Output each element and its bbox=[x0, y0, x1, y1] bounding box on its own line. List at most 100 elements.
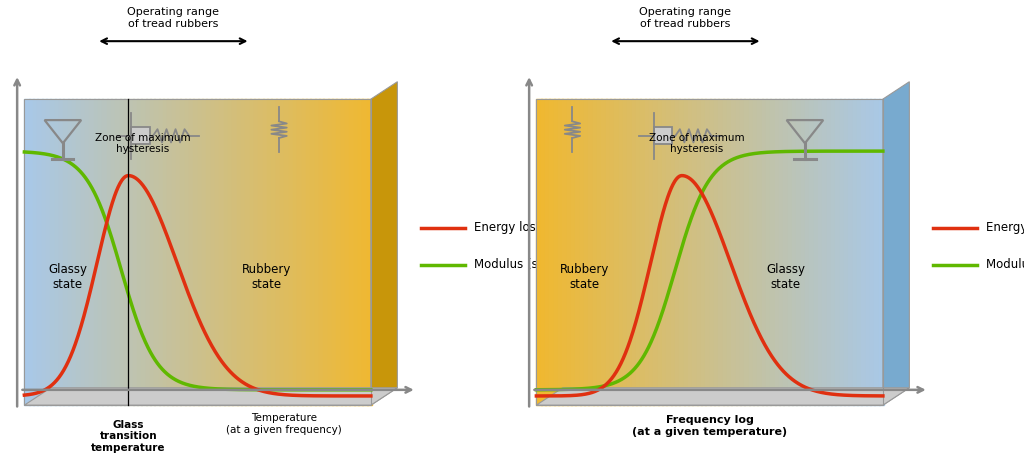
Bar bbox=[314, 99, 319, 405]
Bar bbox=[614, 99, 620, 405]
Bar bbox=[318, 99, 325, 405]
Bar bbox=[770, 99, 775, 405]
Bar bbox=[610, 99, 615, 405]
Text: Zone of maximum
hysteresis: Zone of maximum hysteresis bbox=[95, 133, 190, 154]
Bar bbox=[72, 99, 78, 405]
Bar bbox=[180, 99, 185, 405]
Bar bbox=[766, 99, 771, 405]
Bar bbox=[128, 99, 133, 405]
Text: Frequency log
(at a given temperature): Frequency log (at a given temperature) bbox=[632, 415, 787, 437]
Bar bbox=[37, 99, 43, 405]
Bar bbox=[131, 127, 150, 144]
Bar bbox=[549, 99, 555, 405]
Bar bbox=[749, 99, 754, 405]
Bar bbox=[93, 99, 99, 405]
Bar bbox=[106, 99, 112, 405]
Bar bbox=[566, 99, 572, 405]
Bar bbox=[684, 99, 689, 405]
Bar bbox=[805, 99, 810, 405]
Bar bbox=[358, 99, 364, 405]
Text: Operating range
of tread rubbers: Operating range of tread rubbers bbox=[127, 7, 219, 29]
Bar bbox=[85, 99, 90, 405]
Bar bbox=[688, 99, 693, 405]
Bar bbox=[879, 99, 884, 405]
Bar bbox=[653, 99, 658, 405]
Bar bbox=[723, 99, 728, 405]
Text: Operating range
of tread rubbers: Operating range of tread rubbers bbox=[639, 7, 731, 29]
Bar bbox=[774, 99, 780, 405]
Bar bbox=[597, 99, 602, 405]
Bar bbox=[714, 99, 719, 405]
Bar bbox=[246, 99, 251, 405]
Bar bbox=[33, 99, 38, 405]
Bar bbox=[133, 99, 138, 405]
Bar bbox=[623, 99, 629, 405]
Bar bbox=[341, 99, 346, 405]
Bar bbox=[163, 99, 168, 405]
Bar bbox=[271, 99, 276, 405]
Text: Temperature
(at a given frequency): Temperature (at a given frequency) bbox=[226, 414, 342, 435]
Bar bbox=[297, 99, 302, 405]
Bar bbox=[628, 99, 633, 405]
Bar bbox=[740, 99, 745, 405]
Bar bbox=[571, 99, 577, 405]
Bar bbox=[605, 99, 611, 405]
Bar bbox=[59, 99, 65, 405]
Bar bbox=[362, 99, 368, 405]
Bar bbox=[194, 99, 199, 405]
Bar bbox=[667, 99, 672, 405]
Bar bbox=[211, 99, 216, 405]
Bar bbox=[618, 99, 624, 405]
Bar bbox=[293, 99, 298, 405]
Bar bbox=[77, 99, 82, 405]
Bar bbox=[250, 99, 255, 405]
Bar bbox=[167, 99, 173, 405]
Bar bbox=[172, 99, 177, 405]
Bar bbox=[120, 99, 125, 405]
Bar bbox=[718, 99, 724, 405]
Bar bbox=[675, 99, 680, 405]
Bar bbox=[206, 99, 212, 405]
Bar bbox=[98, 99, 103, 405]
Text: Glassy
state: Glassy state bbox=[766, 263, 805, 290]
Bar bbox=[219, 99, 224, 405]
Bar bbox=[601, 99, 606, 405]
Bar bbox=[758, 99, 763, 405]
Bar bbox=[787, 99, 793, 405]
Bar bbox=[865, 99, 870, 405]
Bar bbox=[844, 99, 849, 405]
Text: Energy loss: Energy loss bbox=[474, 221, 543, 234]
Bar bbox=[814, 99, 819, 405]
Bar bbox=[258, 99, 263, 405]
Bar bbox=[727, 99, 732, 405]
Polygon shape bbox=[371, 82, 397, 405]
Bar bbox=[801, 99, 806, 405]
Bar bbox=[289, 99, 294, 405]
Bar bbox=[280, 99, 286, 405]
Text: Modulus (stiffness): Modulus (stiffness) bbox=[474, 258, 586, 271]
Bar bbox=[589, 99, 594, 405]
Bar bbox=[822, 99, 827, 405]
Bar bbox=[306, 99, 311, 405]
Bar bbox=[184, 99, 189, 405]
Bar bbox=[25, 99, 30, 405]
Bar bbox=[584, 99, 590, 405]
Bar bbox=[679, 99, 685, 405]
Bar bbox=[537, 99, 883, 405]
Bar bbox=[42, 99, 47, 405]
Polygon shape bbox=[25, 388, 397, 405]
Bar bbox=[328, 99, 333, 405]
Bar bbox=[237, 99, 242, 405]
Bar bbox=[25, 99, 371, 405]
Bar bbox=[731, 99, 736, 405]
Bar bbox=[336, 99, 342, 405]
Bar bbox=[367, 99, 372, 405]
Bar bbox=[54, 99, 60, 405]
Bar bbox=[632, 99, 637, 405]
Bar bbox=[68, 99, 73, 405]
Polygon shape bbox=[537, 388, 909, 405]
Bar bbox=[696, 99, 701, 405]
Bar bbox=[215, 99, 220, 405]
Bar bbox=[645, 99, 650, 405]
Bar bbox=[545, 99, 550, 405]
